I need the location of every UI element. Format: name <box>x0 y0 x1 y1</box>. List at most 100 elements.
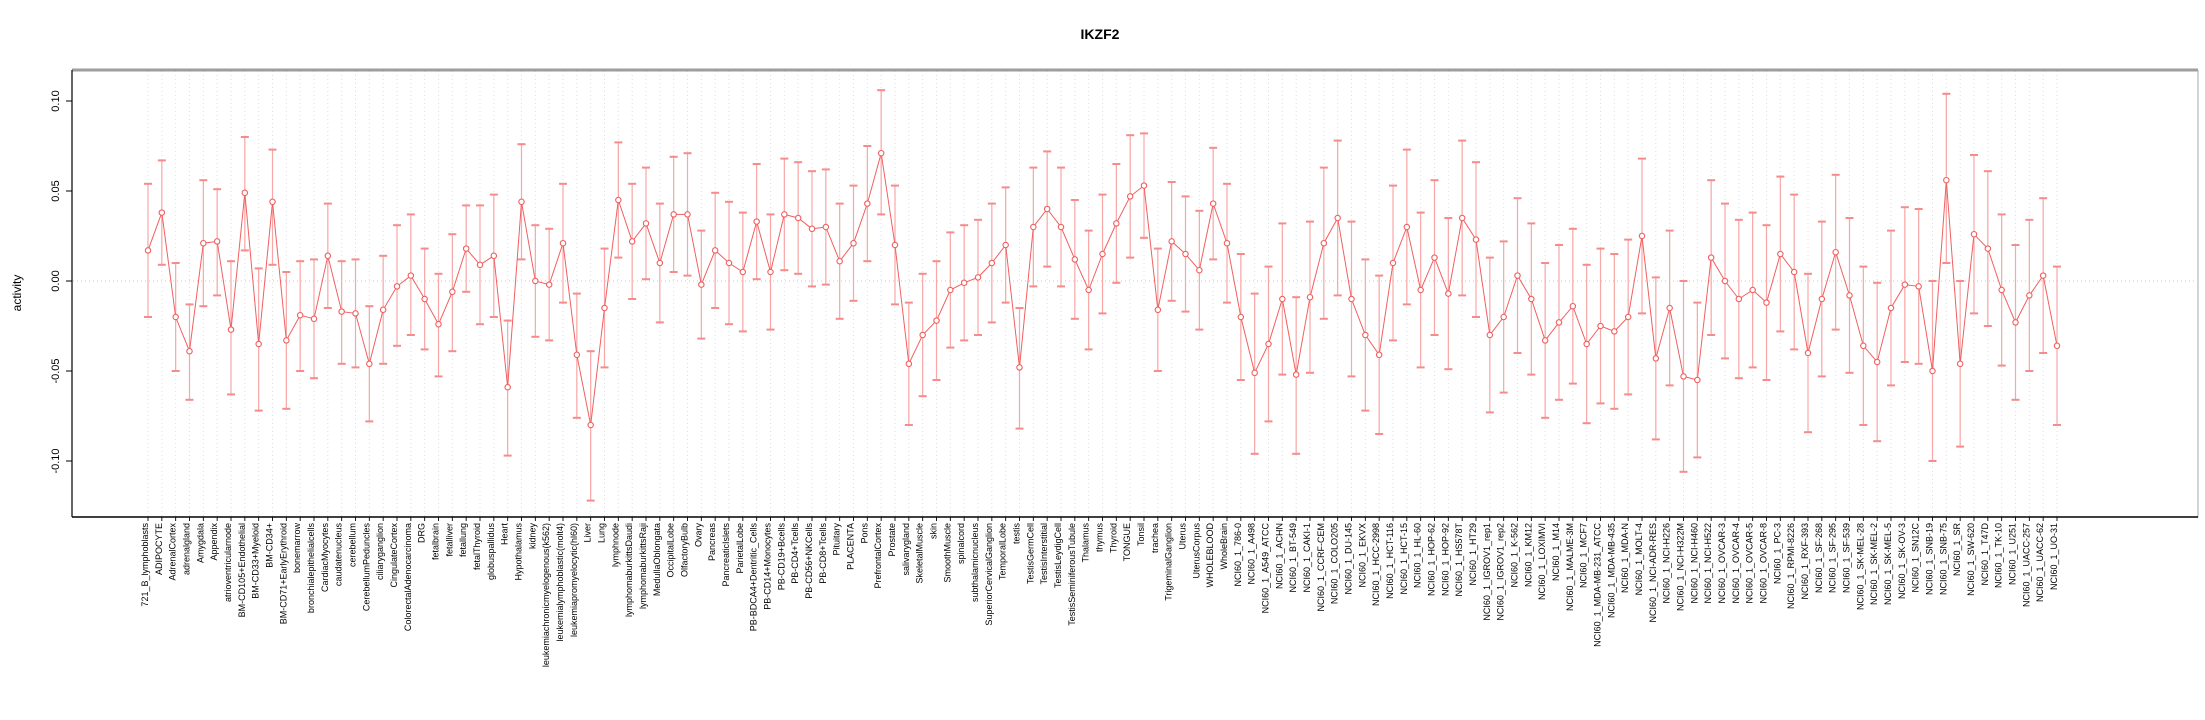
x-tick-label: Pituitary <box>832 523 842 556</box>
x-tick-label: Ovary <box>693 523 703 548</box>
data-point <box>1113 220 1120 227</box>
x-tick-label: CardiacMyocytes <box>320 523 330 593</box>
error-bar <box>268 148 277 266</box>
data-point <box>1555 319 1563 326</box>
x-tick-label: lymphomaburkittsRaji <box>638 523 648 609</box>
x-tick-label: TestisSeminiferousTubule <box>1067 523 1077 626</box>
data-point <box>200 239 207 247</box>
data-point <box>1306 293 1314 301</box>
data-point <box>1735 295 1743 303</box>
x-tick-label: NCI60_1_EKVX <box>1357 523 1367 588</box>
x-tick-label: NCI60_1_TK-10 <box>1994 523 2004 588</box>
data-point <box>1362 331 1369 339</box>
x-tick-label: NCI60_1_LOXIMVI <box>1537 523 1547 600</box>
x-tick-label: CingulateCortex <box>389 523 399 588</box>
x-tick-label: PB-CD56+NKCells <box>804 523 814 599</box>
data-point <box>1389 259 1397 267</box>
x-tick-label: NCI60_1_NCI-H522 <box>1703 523 1713 604</box>
data-point <box>421 295 428 303</box>
data-point <box>2012 319 2019 326</box>
data-point <box>836 257 843 265</box>
x-tick-label: bonemarrow <box>292 523 302 574</box>
x-tick-label: NCI60_1_SN12C <box>1911 523 1921 593</box>
data-point <box>1887 304 1895 312</box>
data-point <box>628 238 636 245</box>
x-tick-label: Tonsil <box>1136 523 1146 546</box>
x-tick-label: NCI60_1_SF-268 <box>1814 523 1824 593</box>
data-point <box>739 268 747 276</box>
data-point <box>1071 256 1079 263</box>
data-point <box>1182 250 1189 258</box>
data-point <box>283 337 290 344</box>
data-point <box>504 383 511 391</box>
data-point <box>919 331 926 339</box>
data-point <box>1431 254 1438 261</box>
x-tick-label: cerebellum <box>348 523 358 567</box>
data-point <box>158 209 166 216</box>
data-point <box>1486 331 1494 339</box>
data-point <box>684 211 691 218</box>
data-point <box>1099 250 1106 258</box>
data-point <box>393 283 401 290</box>
data-point <box>379 306 387 314</box>
x-tick-label: NCI60_1_NCI-ADR-RES <box>1648 523 1658 623</box>
x-tick-label: NCI60_1_KM12 <box>1523 523 1533 587</box>
data-point <box>296 311 304 319</box>
x-tick-label: NCI60_1_SF-539 <box>1842 523 1852 593</box>
x-tick-label: Amygdala <box>195 523 205 563</box>
data-point <box>711 247 719 254</box>
data-point <box>1196 266 1203 274</box>
y-tick-label: -0.10 <box>50 448 62 473</box>
data-point <box>1140 182 1148 189</box>
x-tick-label: fetalliver <box>444 523 454 557</box>
x-tick-label: NCI60_1_A498 <box>1247 523 1257 585</box>
data-point <box>891 241 899 249</box>
x-tick-label: NCI60_1_RPMI-8226 <box>1786 523 1796 609</box>
data-point <box>449 288 456 296</box>
x-tick-label: ciliaryganglion <box>375 523 385 580</box>
data-point <box>670 211 677 218</box>
x-tick-label: spinalcord <box>956 523 966 564</box>
data-point <box>1998 286 2005 294</box>
x-tick-label: testis <box>1012 523 1022 545</box>
data-point <box>1030 223 1037 231</box>
data-point <box>1223 239 1231 247</box>
x-tick-label: skin <box>929 523 939 539</box>
x-tick-label: NCI60_1_IGROV1_rep1 <box>1482 523 1492 621</box>
x-tick-label: SmoothMuscle <box>942 523 952 583</box>
x-tick-label: Uterus <box>1178 523 1188 550</box>
x-tick-label: NCI60_1_DU-145 <box>1344 523 1354 595</box>
data-point <box>1500 313 1507 321</box>
data-point <box>642 220 650 227</box>
x-tick-label: NCI60_1_HT29 <box>1468 523 1478 586</box>
x-tick-label: NCI60_1_HOP-92 <box>1440 523 1450 596</box>
data-point <box>1237 313 1245 321</box>
x-tick-label: UterusCorpus <box>1191 523 1201 579</box>
data-point <box>213 238 221 245</box>
grid-layer <box>73 71 2197 516</box>
x-tick-label: TestisGermCell <box>1025 523 1035 584</box>
data-point <box>559 239 567 247</box>
data-point <box>960 279 968 287</box>
x-tick-label: NCI60_1_T47D <box>1980 523 1990 586</box>
data-point <box>1832 248 1839 256</box>
x-tick-label: WholeBrain <box>1219 523 1229 570</box>
x-tick-label: ColorectalAdenocarcinoma <box>403 523 413 631</box>
x-tick-label: NCI60_1_SK-MEL-2 <box>1869 523 1879 605</box>
x-tick-label: globuspallidus <box>486 523 496 581</box>
data-point <box>808 225 816 233</box>
data-point <box>227 326 235 333</box>
data-point <box>1804 349 1812 357</box>
data-point <box>1168 238 1175 245</box>
x-tick-label: NCI60_1_MDA-N <box>1620 523 1630 593</box>
data-point <box>241 189 249 197</box>
x-tick-label: Appendix <box>209 523 219 561</box>
data-point <box>435 320 442 328</box>
data-point <box>1956 360 1964 368</box>
data-point <box>366 360 373 368</box>
data-point <box>1873 358 1881 366</box>
data-point <box>933 317 940 324</box>
x-tick-label: NCI60_1_HS578T <box>1454 523 1464 597</box>
